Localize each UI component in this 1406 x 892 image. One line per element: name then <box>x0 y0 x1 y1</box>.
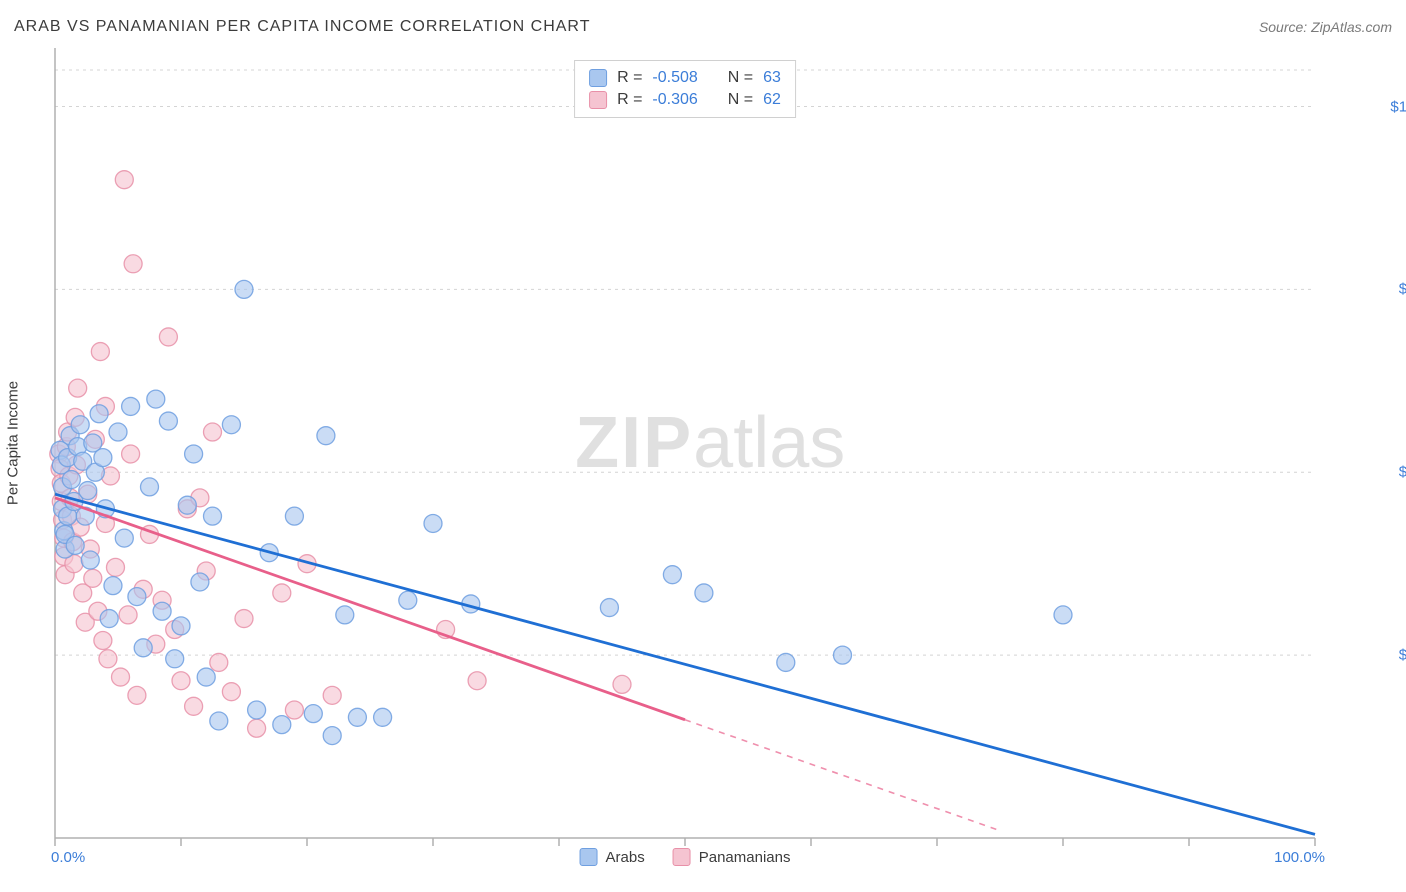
legend-swatch <box>589 91 607 109</box>
correlation-legend: R =-0.508N =63R =-0.306N =62 <box>574 60 796 118</box>
legend-label: Panamanians <box>699 849 791 866</box>
plot-region: ZIPatlas R =-0.508N =63R =-0.306N =62 0.… <box>55 48 1315 838</box>
x-axis-max-label: 100.0% <box>1274 849 1325 866</box>
chart-area: Per Capita Income ZIPatlas R =-0.508N =6… <box>55 48 1385 838</box>
legend-swatch <box>589 69 607 87</box>
y-axis-label: Per Capita Income <box>5 381 22 505</box>
series-legend: Arabs Panamanians <box>580 848 791 866</box>
y-tick-label: $75,000 <box>1399 281 1406 298</box>
legend-swatch <box>580 848 598 866</box>
source-text: Source: ZipAtlas.com <box>1259 19 1392 35</box>
y-tick-label: $100,000 <box>1390 98 1406 115</box>
chart-title: ARAB VS PANAMANIAN PER CAPITA INCOME COR… <box>14 18 590 36</box>
y-tick-label: $50,000 <box>1399 464 1406 481</box>
x-axis-min-label: 0.0% <box>51 849 85 866</box>
legend-swatch <box>673 848 691 866</box>
legend-label: Arabs <box>606 849 645 866</box>
legend-item: Arabs <box>580 848 645 866</box>
y-tick-label: $25,000 <box>1399 647 1406 664</box>
legend-item: Panamanians <box>673 848 791 866</box>
